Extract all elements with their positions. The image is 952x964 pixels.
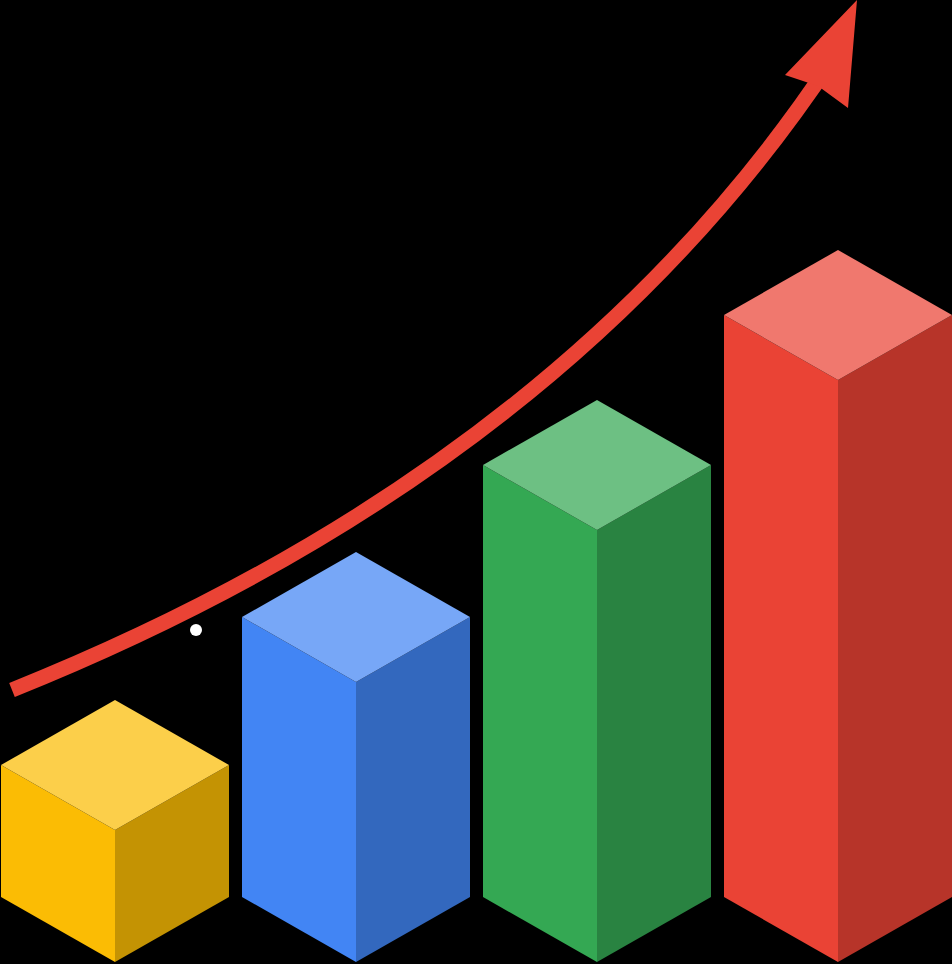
bar — [724, 250, 952, 962]
chart-svg — [0, 0, 952, 964]
bars — [1, 250, 952, 962]
bar — [1, 700, 229, 962]
trend-arrow-head — [785, 0, 857, 108]
bar-top-face — [483, 400, 711, 530]
bar-top-face — [1, 700, 229, 830]
bar-top-face — [242, 552, 470, 682]
bar — [242, 552, 470, 962]
chart-root — [0, 0, 952, 964]
bar-top-face — [724, 250, 952, 380]
background — [0, 0, 952, 964]
bar-left-face — [724, 315, 838, 962]
bar-right-face — [838, 315, 952, 962]
dot — [190, 624, 202, 636]
bar-right-face — [597, 465, 711, 962]
bar — [483, 400, 711, 962]
bar-left-face — [483, 465, 597, 962]
